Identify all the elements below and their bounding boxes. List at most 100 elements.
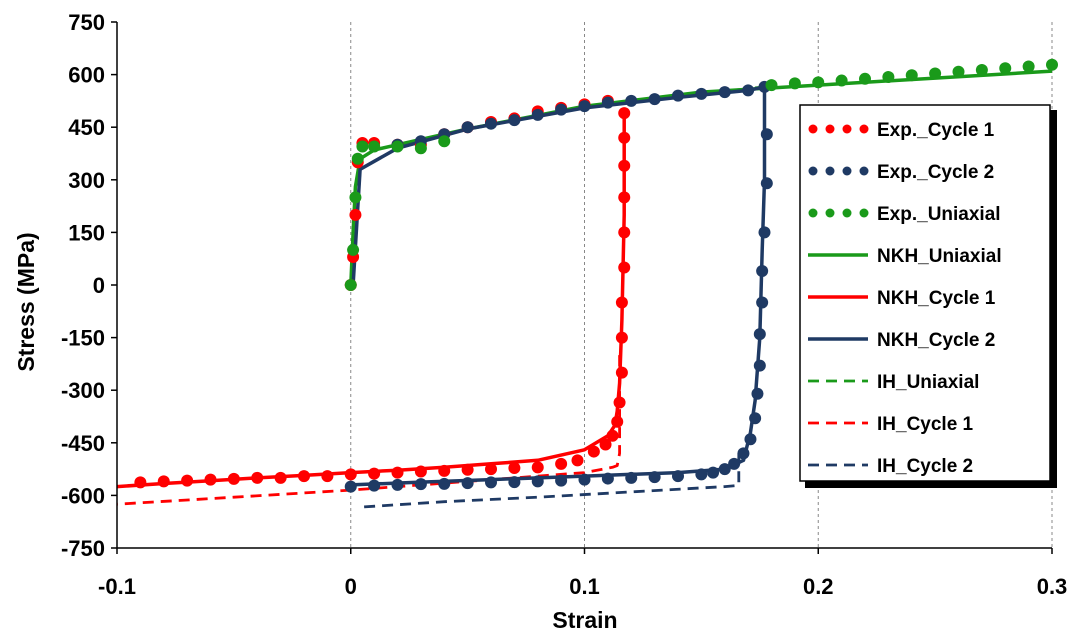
data-point [835, 74, 848, 87]
data-point [618, 226, 631, 239]
y-tick-label: 150 [68, 220, 105, 245]
data-point [625, 471, 638, 484]
data-point [859, 72, 871, 85]
series-line [116, 109, 626, 489]
data-point [555, 103, 568, 116]
data-point [756, 264, 769, 277]
y-tick-label: -750 [61, 536, 105, 561]
data-point [485, 463, 497, 476]
data-point [485, 476, 497, 489]
data-point [531, 461, 544, 474]
y-tick-label: 600 [68, 63, 105, 88]
legend-marker [842, 124, 852, 134]
y-tick-label: 750 [68, 10, 105, 35]
data-point [391, 140, 404, 153]
legend-label: Exp._Cycle 1 [877, 120, 995, 141]
data-point [344, 480, 357, 493]
legend-label: Exp._Uniaxial [877, 204, 1001, 225]
x-tick-label: 0.1 [569, 574, 600, 599]
data-point [618, 261, 631, 274]
legend-box [799, 104, 1051, 482]
legend-item: IH_Uniaxial [808, 372, 979, 393]
x-tick-label: 0 [345, 574, 357, 599]
data-point [531, 108, 544, 121]
legend-item: IH_Cycle 2 [808, 456, 973, 477]
series-nkh-cycle-2 [350, 85, 767, 487]
legend-item: Exp._Cycle 2 [808, 162, 994, 183]
data-point [606, 429, 619, 442]
series-nkh-cycle-1 [116, 109, 626, 489]
series-ih-cycle-2 [362, 453, 741, 509]
data-point [601, 472, 614, 485]
data-point [758, 226, 771, 239]
legend-marker [825, 208, 835, 218]
data-point [461, 121, 474, 134]
data-point [760, 128, 773, 141]
data-point [749, 412, 762, 425]
legend-item: Exp._Cycle 1 [808, 120, 995, 141]
data-point [274, 471, 287, 484]
data-point [508, 462, 521, 475]
data-point [134, 476, 147, 489]
data-point [438, 135, 451, 148]
axes [111, 21, 1053, 554]
legend-marker [808, 208, 818, 218]
legend-item: IH_Cycle 1 [808, 414, 974, 435]
data-point [391, 478, 404, 491]
data-point [695, 87, 708, 100]
legend-marker [825, 124, 835, 134]
data-point [414, 142, 427, 155]
data-point [347, 243, 360, 256]
legend-label: NKH_Uniaxial [877, 246, 1002, 267]
data-point [321, 470, 334, 483]
data-point [613, 396, 626, 409]
data-point [999, 62, 1012, 75]
data-point [751, 387, 764, 400]
data-point [753, 359, 766, 372]
data-point [882, 71, 895, 84]
data-point [1046, 58, 1058, 71]
tick-labels: 750 600 450 300 150 0 -150 -300 -450 -600 -750 -0.1… [61, 10, 1067, 599]
data-point [707, 466, 720, 479]
data-point [587, 445, 600, 458]
legend-label: NKH_Cycle 1 [877, 288, 996, 309]
data-point [414, 465, 427, 478]
data-point [648, 93, 661, 106]
data-point [368, 140, 381, 153]
series-ih-cycle-1 [116, 355, 621, 506]
data-point [599, 438, 612, 451]
legend-marker [842, 166, 852, 176]
legend-marker [842, 208, 852, 218]
series-line [362, 453, 741, 509]
data-point [204, 473, 217, 486]
legend-label: IH_Cycle 2 [877, 456, 973, 477]
data-point [952, 65, 965, 78]
data-point [728, 457, 741, 470]
series-exp-cycle-2 [344, 80, 773, 493]
data-point [251, 471, 264, 484]
data-point [753, 328, 766, 341]
y-tick-label: -150 [61, 326, 105, 351]
series-ih-uniaxial [351, 85, 765, 286]
series-line [351, 85, 765, 286]
series-line [116, 355, 621, 506]
data-point [744, 433, 757, 446]
data-point [368, 479, 381, 492]
data-point [737, 447, 750, 460]
legend-item: NKH_Cycle 2 [808, 330, 995, 351]
legend-marker [825, 166, 835, 176]
data-point [368, 467, 381, 480]
data-point [975, 64, 988, 77]
data-point [742, 84, 755, 97]
legend-label: IH_Cycle 1 [877, 414, 974, 435]
data-point [648, 471, 661, 484]
legend-marker [808, 166, 818, 176]
data-point [672, 470, 684, 483]
data-point [298, 470, 310, 483]
series-exp-uniaxial [344, 58, 1058, 291]
data-point [929, 67, 942, 80]
data-point [765, 79, 778, 92]
data-point [601, 96, 614, 109]
data-point [615, 296, 628, 309]
